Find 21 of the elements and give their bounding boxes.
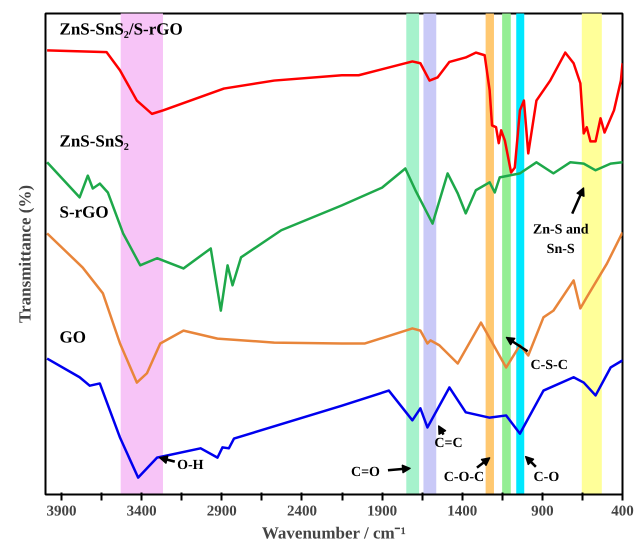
series-label: ZnS-SnS₂/S-rGO	[60, 19, 183, 38]
x-tick-label: 3400	[126, 504, 157, 520]
x-tick-label: 400	[611, 504, 634, 520]
annotation: C-O	[534, 470, 560, 485]
x-tick-label: 2400	[286, 504, 317, 520]
x-tick-label: 3900	[46, 504, 77, 520]
series-label: S-rGO	[60, 202, 109, 222]
x-tick-label: 1400	[447, 504, 478, 520]
y-axis-title: Transmittance (%)	[16, 184, 34, 324]
annotation: C-S-C	[530, 358, 568, 373]
x-tick-label: 2900	[206, 504, 237, 520]
annotation: C=O	[350, 464, 380, 480]
x-tick-label: 1900	[367, 504, 398, 520]
annotation: C=C	[434, 436, 463, 452]
annotation: Zn-S and Sn-S	[532, 222, 589, 257]
x-tick-label: 900	[531, 504, 554, 520]
annotation: C-O-C	[444, 470, 484, 486]
annotation: O-H	[177, 458, 204, 474]
x-axis-title: Wavenumber / cm⁻¹	[262, 524, 406, 542]
series-label: GO	[60, 328, 86, 347]
series-label: ZnS-SnS₂	[60, 131, 129, 150]
